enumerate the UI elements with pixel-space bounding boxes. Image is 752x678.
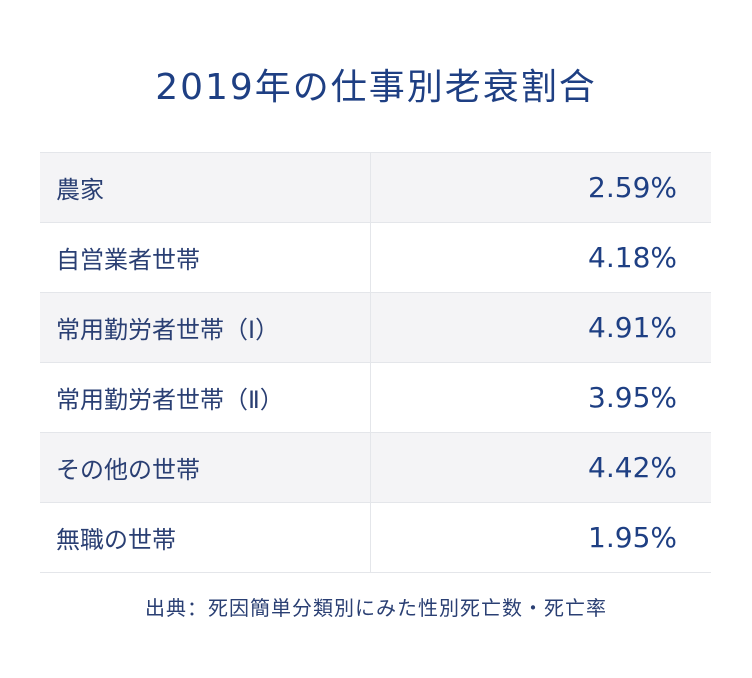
table-row: 常用勤労者世帯（Ⅰ） 4.91% xyxy=(40,293,711,363)
row-value: 2.59% xyxy=(588,171,677,204)
table-row: 農家 2.59% xyxy=(40,153,711,223)
row-label: 農家 xyxy=(40,153,371,222)
table-row: その他の世帯 4.42% xyxy=(40,433,711,503)
row-label: 自営業者世帯 xyxy=(40,223,371,292)
table-row: 無職の世帯 1.95% xyxy=(40,503,711,573)
table-row: 自営業者世帯 4.18% xyxy=(40,223,711,293)
table-row: 常用勤労者世帯（Ⅱ） 3.95% xyxy=(40,363,711,433)
row-value: 1.95% xyxy=(588,521,677,554)
row-label: 常用勤労者世帯（Ⅰ） xyxy=(40,293,371,362)
row-label: 常用勤労者世帯（Ⅱ） xyxy=(40,363,371,432)
row-value: 4.18% xyxy=(588,241,677,274)
row-value: 4.91% xyxy=(588,311,677,344)
row-value: 4.42% xyxy=(588,451,677,484)
chart-title: 2019年の仕事別老衰割合 xyxy=(155,67,597,108)
source-note: 出典：死因簡単分類別にみた性別死亡数・死亡率 xyxy=(145,596,607,620)
row-label: その他の世帯 xyxy=(40,433,371,502)
row-label: 無職の世帯 xyxy=(40,503,371,572)
row-value: 3.95% xyxy=(588,381,677,414)
data-table: 農家 2.59% 自営業者世帯 4.18% 常用勤労者世帯（Ⅰ） 4.91% 常用勤労者世帯… xyxy=(40,152,711,573)
